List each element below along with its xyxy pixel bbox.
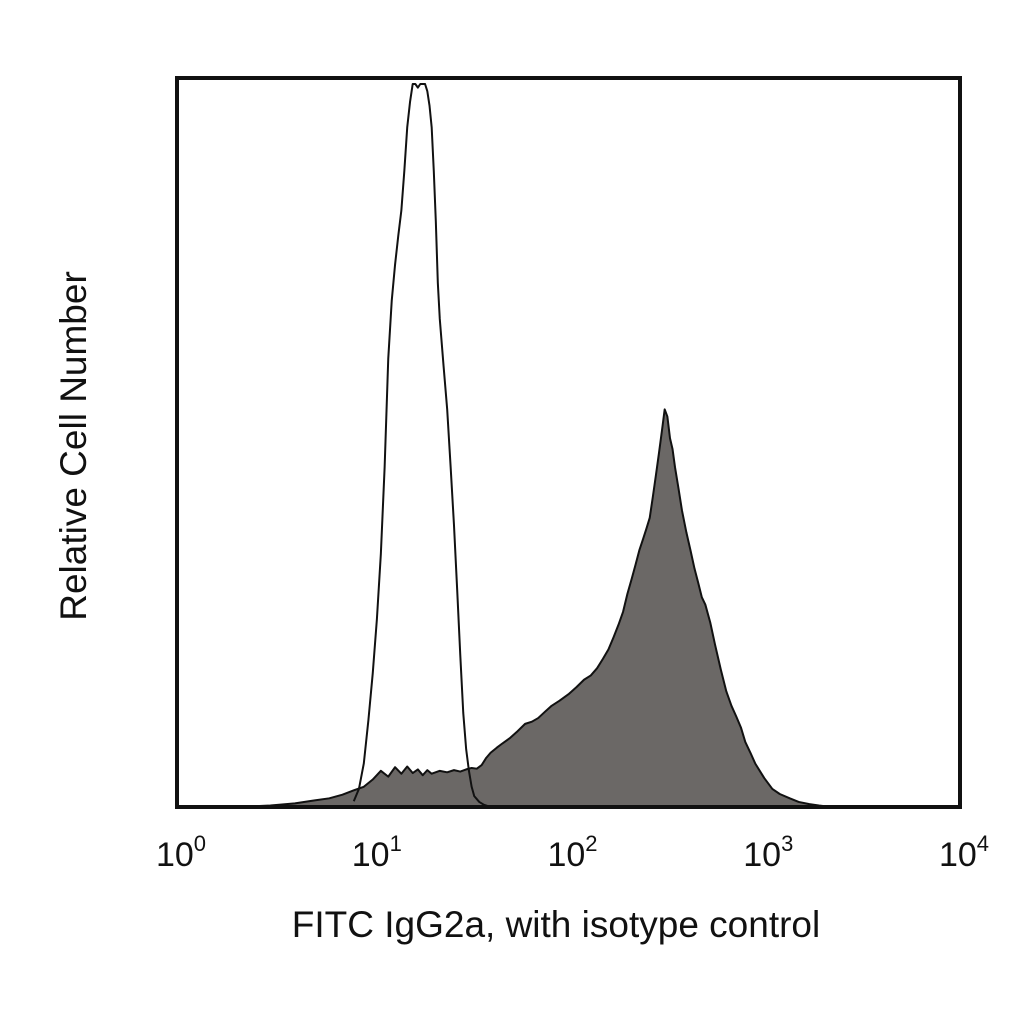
x-tick-label: 104 [939,831,989,874]
y-axis-title: Relative Cell Number [53,271,94,621]
x-tick-base: 10 [156,836,194,874]
stained-histogram [234,408,833,808]
x-tick-base: 10 [352,836,390,874]
x-axis-title: FITC IgG2a, with isotype control [292,904,820,945]
x-tick-label: 103 [743,831,793,874]
x-tick-base: 10 [743,836,781,874]
x-tick-exponent: 3 [781,831,793,856]
x-tick-exponent: 4 [977,831,989,856]
x-tick-exponent: 0 [194,831,206,856]
x-tick-label: 101 [352,831,402,874]
x-tick-base: 10 [547,836,585,874]
x-tick-base: 10 [939,836,977,874]
x-tick-labels: 100 101 102 103 104 [156,831,989,874]
x-tick-label: 102 [547,831,597,874]
x-tick-exponent: 1 [390,831,402,856]
x-tick-label: 100 [156,831,206,874]
series-layer [234,83,833,808]
x-tick-exponent: 2 [585,831,597,856]
isotype-control-histogram [352,83,491,808]
plot-frame [175,76,962,809]
